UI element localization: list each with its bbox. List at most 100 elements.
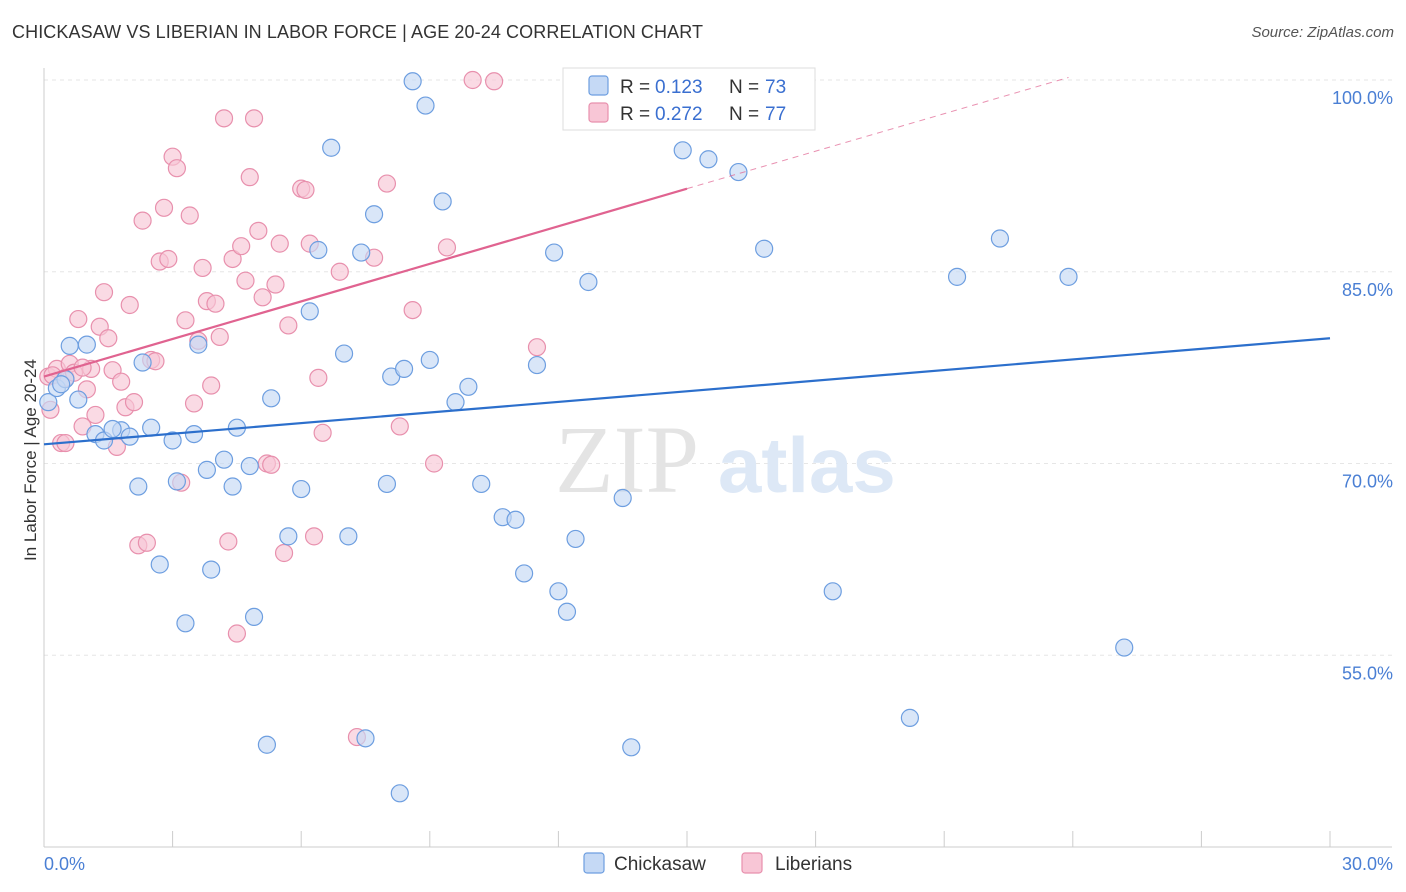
liberian-point-11 [86, 405, 105, 425]
legend-n-label-1: N = [729, 77, 759, 98]
chickasaw-point-55 [557, 602, 577, 621]
liberian-trend-extension [686, 76, 1069, 190]
axes [43, 68, 1392, 848]
chickasaw-point-50 [506, 510, 525, 529]
chickasaw-point-29 [292, 479, 311, 499]
chickasaw-point-54 [549, 582, 568, 601]
bottom-legend-swatch-chickasaw [583, 852, 605, 874]
liberian-point-70 [463, 70, 482, 90]
liberian-trend-line [43, 187, 688, 378]
chickasaw-point-3 [60, 336, 79, 355]
liberian-point-47 [240, 168, 259, 187]
chickasaw-point-20 [202, 560, 221, 579]
chickasaw-point-31 [309, 240, 328, 260]
chickasaw-point-24 [240, 456, 259, 476]
liberian-point-41 [214, 109, 234, 128]
liberian-point-45 [232, 237, 251, 256]
x-tick-label-1: 30.0% [1342, 854, 1393, 874]
chickasaw-point-25 [244, 607, 264, 627]
chickasaw-point-19 [197, 460, 216, 479]
chickasaw-point-40 [390, 784, 409, 803]
liberian-point-7 [69, 309, 88, 329]
watermark: ZIP atlas [555, 406, 896, 513]
liberian-point-23 [137, 533, 156, 552]
liberian-point-52 [262, 455, 281, 474]
chickasaw-point-30 [300, 302, 319, 321]
liberian-point-39 [206, 294, 225, 313]
gridlines [44, 79, 1392, 656]
chickasaw-point-43 [416, 96, 435, 115]
liberian-point-43 [223, 249, 242, 269]
legend-n-label-2: N = [729, 104, 759, 125]
liberian-point-28 [159, 249, 178, 269]
liberian-point-69 [437, 238, 457, 257]
liberian-point-55 [274, 543, 294, 563]
chickasaw-point-70 [1115, 638, 1134, 657]
chickasaw-point-61 [699, 150, 718, 169]
liberian-point-50 [253, 288, 272, 307]
y-tick-label-2: 85.0% [1342, 280, 1393, 300]
legend-swatch-liberian [588, 102, 609, 123]
liberian-point-46 [236, 271, 255, 290]
liberian-point-56 [279, 316, 298, 335]
chickasaw-point-5 [77, 335, 96, 354]
chickasaw-point-4 [69, 390, 88, 409]
chickasaw-point-65 [823, 582, 842, 601]
liberian-point-40 [210, 327, 229, 347]
liberian-point-44 [227, 624, 246, 643]
chickasaw-point-52 [527, 355, 547, 375]
legend: R = 0.123 N = 73 R = 0.272 N = 77 [562, 67, 816, 131]
chickasaw-point-38 [377, 474, 397, 494]
chickasaw-point-16 [176, 614, 195, 633]
chickasaw-point-34 [339, 527, 358, 546]
bottom-legend-chickasaw: Chickasaw [614, 854, 706, 875]
liberian-point-38 [202, 376, 221, 395]
chickasaw-point-27 [262, 389, 281, 408]
y-tick-label-0: 55.0% [1342, 663, 1393, 683]
chickasaw-point-59 [622, 738, 641, 757]
liberian-point-66 [390, 417, 409, 436]
chickasaw-point-37 [364, 205, 384, 224]
chickasaw-point-48 [472, 474, 491, 494]
chickasaw-point-0 [39, 393, 58, 412]
chickasaw-point-62 [729, 162, 748, 182]
legend-swatch-chickasaw [588, 75, 609, 96]
liberian-point-75 [296, 180, 315, 200]
liberian-point-30 [167, 159, 186, 178]
chickasaw-point-22 [223, 477, 242, 496]
chickasaw-point-66 [900, 708, 920, 727]
liberian-point-19 [120, 295, 139, 315]
chickasaw-point-21 [214, 450, 234, 469]
x-tick-labels: 0.0% 30.0% [44, 854, 1393, 874]
legend-r-label-1: R = [620, 77, 650, 98]
legend-n-value-2: 77 [765, 104, 786, 125]
liberian-point-65 [377, 174, 397, 193]
bottom-legend: Chickasaw Liberians [583, 852, 852, 875]
liberian-point-20 [124, 393, 144, 412]
chickasaw-point-17 [184, 424, 204, 444]
chickasaw-point-15 [167, 472, 186, 491]
chickasaw-point-67 [947, 267, 967, 286]
chickasaw-point-68 [990, 229, 1010, 248]
chickasaw-point-72 [103, 419, 122, 439]
liberian-point-48 [244, 109, 264, 128]
chickasaw-point-32 [322, 138, 341, 157]
liberian-point-42 [219, 532, 238, 551]
liberian-point-32 [176, 311, 195, 330]
liberian-point-34 [184, 394, 204, 413]
chickasaw-point-13 [150, 555, 169, 574]
liberian-point-49 [249, 221, 268, 240]
liberian-point-33 [180, 206, 199, 225]
chickasaw-point-36 [356, 729, 375, 748]
trend-lines [43, 76, 1331, 446]
y-axis-label: In Labor Force | Age 20-24 [21, 359, 40, 561]
y-tick-labels: 55.0% 70.0% 85.0% 100.0% [1332, 88, 1393, 683]
chickasaw-point-47 [459, 377, 478, 396]
liberian-point-53 [266, 275, 285, 294]
chickasaw-point-14 [163, 431, 182, 450]
chickasaw-point-26 [257, 735, 277, 754]
legend-n-value-1: 73 [765, 77, 786, 98]
y-tick-label-1: 70.0% [1342, 472, 1393, 492]
chickasaw-point-33 [334, 344, 354, 363]
chickasaw-point-53 [545, 243, 564, 262]
